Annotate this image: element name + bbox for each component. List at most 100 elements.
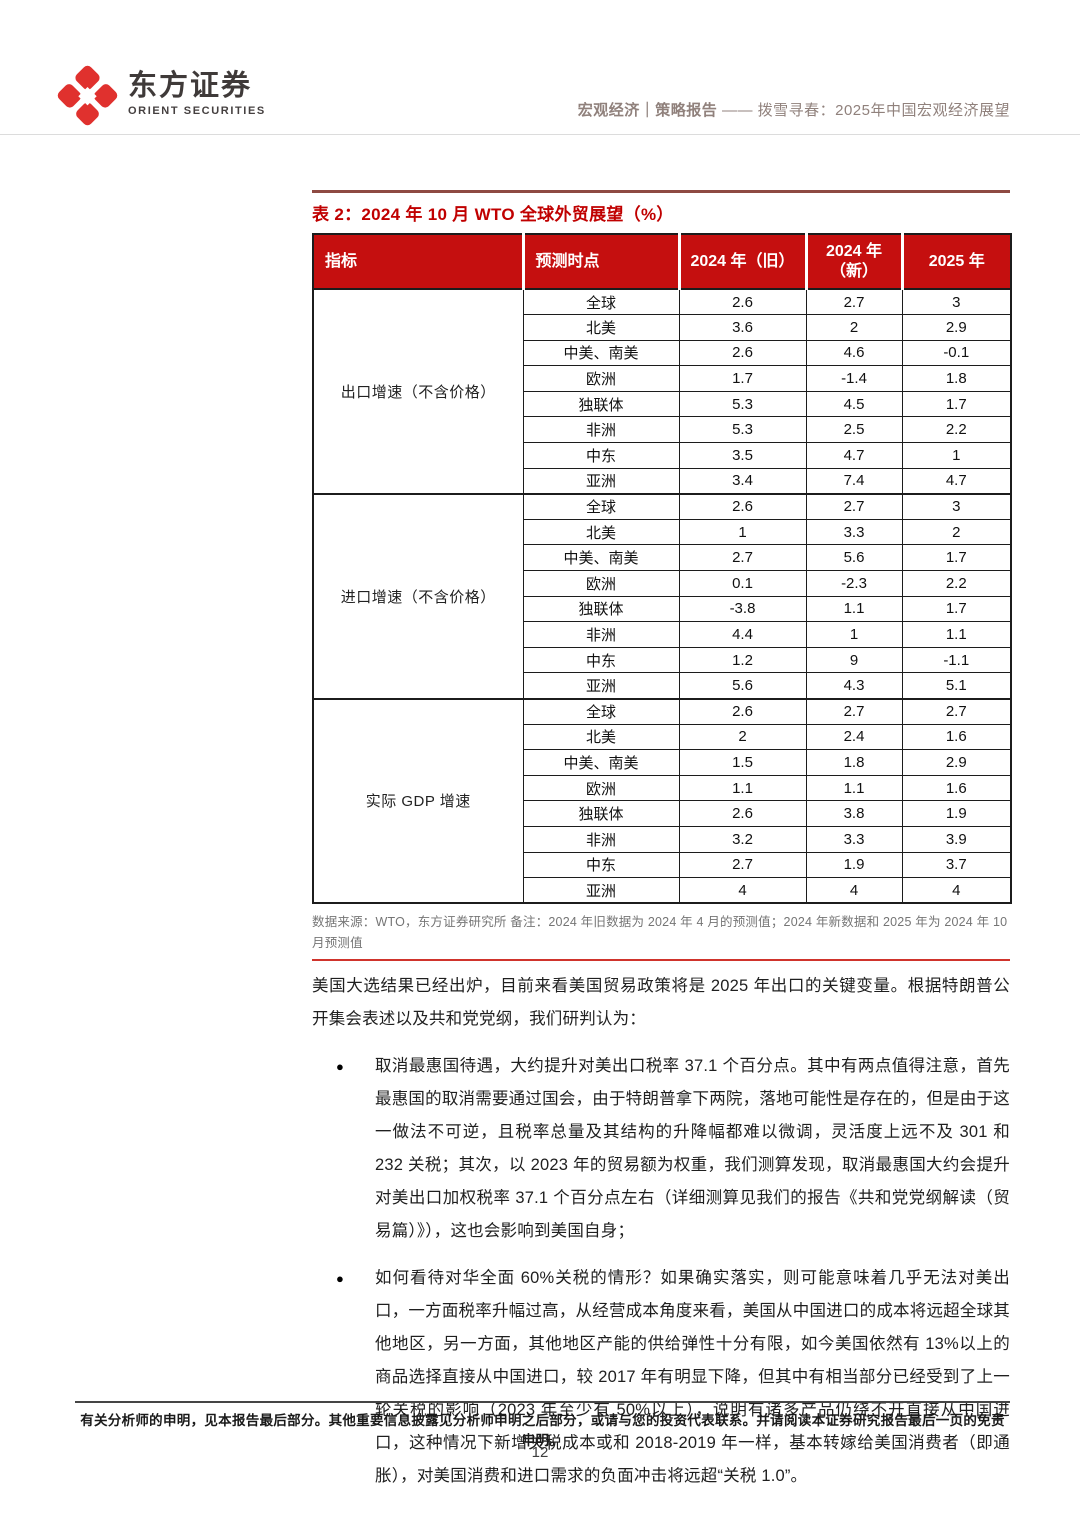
value-cell: 4.6 [805, 339, 903, 367]
value-cell: 1.6 [901, 774, 1012, 802]
value-cell: 2.2 [901, 570, 1012, 597]
value-cell: 0.1 [678, 570, 807, 597]
region-cell: 全球 [522, 288, 680, 316]
table-row: 非洲 5.3 2.5 2.2 [313, 416, 1012, 444]
bullet-item: ● 如何看待对华全面 60%关税的情形？如果确实落实，则可能意味着几乎无法对美出… [312, 1262, 1010, 1493]
value-cell: 2.7 [805, 288, 903, 316]
doc-meta-divider: ｜ [639, 102, 656, 119]
value-cell: 1.9 [901, 800, 1012, 827]
table-row: 欧洲 0.1 -2.3 2.2 [313, 570, 1012, 597]
value-cell: 1.7 [901, 595, 1012, 623]
value-cell: 5.6 [678, 672, 807, 699]
region-cell: 亚洲 [522, 877, 680, 904]
table-top-rule [312, 190, 1010, 193]
value-cell: 4 [678, 877, 807, 904]
table-row: 出口增速（不含价格） 全球 2.6 2.7 3 [312, 288, 1012, 495]
value-cell: -1.4 [805, 365, 903, 392]
value-cell: 3.9 [901, 825, 1012, 853]
brand-name-en: ORIENT SECURITIES [128, 105, 266, 117]
table-header-row: 指标 预测时点 2024 年（旧） 2024 年（新） 2025 年 [313, 234, 1011, 289]
table-row: 独联体 -3.8 1.1 1.7 [313, 595, 1012, 623]
region-cell: 亚洲 [522, 467, 680, 495]
value-cell: 5.3 [678, 416, 807, 444]
value-cell: 2 [805, 314, 903, 341]
brand-name-cn: 东方证券 [128, 70, 253, 102]
table-row: 实际 GDP 增速 全球 2.6 2.7 2.7 [312, 697, 1012, 904]
value-cell: -0.1 [901, 339, 1012, 367]
table-row: 欧洲 1.7 -1.4 1.8 [313, 365, 1012, 392]
table-row: 北美 2 2.4 1.6 [313, 723, 1012, 751]
bullet-item: ● 取消最惠国待遇，大约提升对美出口税率 37.1 个百分点。其中有两点值得注意… [312, 1050, 1010, 1248]
value-cell: 5.6 [805, 544, 903, 572]
value-cell: 1.7 [901, 544, 1012, 572]
value-cell: 3.6 [678, 314, 807, 341]
bullet-dot-icon: ● [336, 1059, 344, 1075]
orient-securities-logo [54, 62, 120, 128]
region-cell: 全球 [522, 697, 680, 725]
indicator-cell: 进口增速（不含价格） [312, 492, 524, 699]
region-cell: 非洲 [522, 416, 680, 444]
region-cell: 中美、南美 [522, 749, 680, 776]
region-cell: 非洲 [522, 825, 680, 853]
region-cell: 独联体 [522, 595, 680, 623]
value-cell: 3.3 [805, 518, 903, 546]
column-header: 2025 年 [902, 234, 1011, 289]
region-cell: 中美、南美 [522, 544, 680, 572]
value-cell: 4.5 [805, 390, 903, 418]
report-header-meta: 宏观经济｜策略报告 —— 拨雪寻春：2025年中国宏观经济展望 [578, 99, 1010, 120]
table-row: 中美、南美 2.6 4.6 -0.1 [313, 339, 1012, 367]
value-cell: 2.9 [901, 749, 1012, 776]
region-cell: 全球 [522, 492, 680, 520]
value-cell: 4.7 [805, 442, 903, 469]
brand-text: 东方证券 ORIENT SECURITIES [128, 70, 266, 117]
table-row: 亚洲 4 4 4 [313, 877, 1012, 904]
brand-diamond-icon [55, 63, 119, 127]
region-cell: 北美 [522, 723, 680, 751]
table-source-note: 数据来源：WTO，东方证券研究所 备注：2024 年旧数据为 2024 年 4 … [312, 915, 1008, 951]
value-cell: -2.3 [805, 570, 903, 597]
value-cell: 2.7 [901, 697, 1012, 725]
column-header: 2024 年（新） [806, 234, 904, 289]
value-cell: 1 [901, 442, 1012, 469]
value-cell: 9 [805, 646, 903, 674]
value-cell: 3.5 [678, 442, 807, 469]
value-cell: 1.1 [678, 774, 807, 802]
region-cell: 欧洲 [522, 774, 680, 802]
indicator-cell: 实际 GDP 增速 [312, 697, 524, 904]
region-cell: 亚洲 [522, 672, 680, 699]
region-cell: 独联体 [522, 390, 680, 418]
value-cell: 2.2 [901, 416, 1012, 444]
value-cell: 2.6 [678, 492, 807, 520]
wto-table-header: 指标 预测时点 2024 年（旧） 2024 年（新） 2025 年 [313, 234, 1011, 289]
value-cell: -3.8 [678, 595, 807, 623]
value-cell: 1.7 [678, 365, 807, 392]
value-cell: 1.8 [805, 749, 903, 776]
value-cell: 4.4 [678, 621, 807, 648]
value-cell: 3.8 [805, 800, 903, 827]
value-cell: 3.7 [901, 851, 1012, 879]
region-cell: 中东 [522, 851, 680, 879]
column-header: 指标 [313, 234, 525, 289]
value-cell: 2.6 [678, 288, 807, 316]
value-cell: -1.1 [901, 646, 1012, 674]
value-cell: 2.7 [805, 697, 903, 725]
wto-table-body: 出口增速（不含价格） 全球 2.6 2.7 3 北美 3.6 2 2.9 中美、南美 2.6 4.6-… [312, 288, 1012, 904]
region-cell: 独联体 [522, 800, 680, 827]
value-cell: 1.5 [678, 749, 807, 776]
header-divider-line [0, 134, 1080, 135]
table-bottom-rule [312, 959, 1010, 962]
region-cell: 非洲 [522, 621, 680, 648]
region-cell: 欧洲 [522, 365, 680, 392]
content-column: 表 2：2024 年 10 月 WTO 全球外贸展望（%） 指标 预测时点 2024… [312, 190, 1012, 1493]
value-cell: 3.4 [678, 467, 807, 495]
column-header: 预测时点 [523, 234, 681, 289]
doc-title: 拨雪寻春：2025年中国宏观经济展望 [757, 102, 1010, 119]
region-cell: 欧洲 [522, 570, 680, 597]
table-row: 欧洲 1.1 1.1 1.6 [313, 774, 1012, 802]
value-cell: 4.7 [901, 467, 1012, 495]
table-row: 中东 2.7 1.9 3.7 [313, 851, 1012, 879]
table-row: 独联体 2.6 3.8 1.9 [313, 800, 1012, 827]
value-cell: 1.8 [901, 365, 1012, 392]
value-cell: 2.7 [678, 851, 807, 879]
value-cell: 2.5 [805, 416, 903, 444]
